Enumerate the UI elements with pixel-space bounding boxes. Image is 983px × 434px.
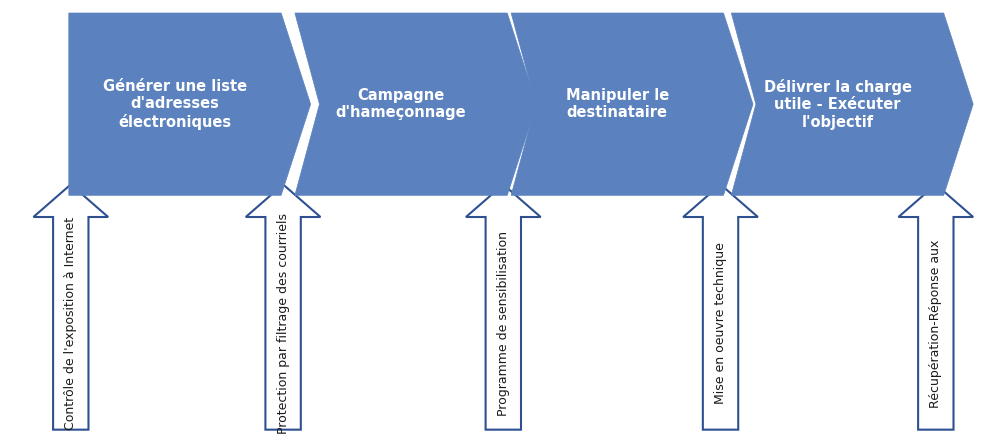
Polygon shape: [295, 13, 537, 195]
Text: Programme de sensibilisation: Programme de sensibilisation: [496, 231, 510, 416]
Text: Protection par filtrage des courriels: Protection par filtrage des courriels: [276, 213, 290, 434]
Polygon shape: [33, 184, 108, 430]
Polygon shape: [511, 13, 753, 195]
Text: Campagne
d'hameçonnage: Campagne d'hameçonnage: [336, 88, 466, 120]
Polygon shape: [731, 13, 973, 195]
Text: Contrôle de l'exposition à Internet: Contrôle de l'exposition à Internet: [64, 217, 78, 430]
Text: Délivrer la charge
utile - Exécuter
l'objectif: Délivrer la charge utile - Exécuter l'ob…: [764, 79, 911, 130]
Polygon shape: [898, 184, 973, 430]
Polygon shape: [69, 13, 311, 195]
Text: Récupération-Réponse aux: Récupération-Réponse aux: [929, 239, 943, 408]
Polygon shape: [466, 184, 541, 430]
Text: Générer une liste
d'adresses
électroniques: Générer une liste d'adresses électroniqu…: [103, 79, 247, 130]
Text: Mise en oeuvre technique: Mise en oeuvre technique: [714, 243, 727, 404]
Text: Manipuler le
destinataire: Manipuler le destinataire: [565, 88, 669, 120]
Polygon shape: [246, 184, 320, 430]
Polygon shape: [683, 184, 758, 430]
